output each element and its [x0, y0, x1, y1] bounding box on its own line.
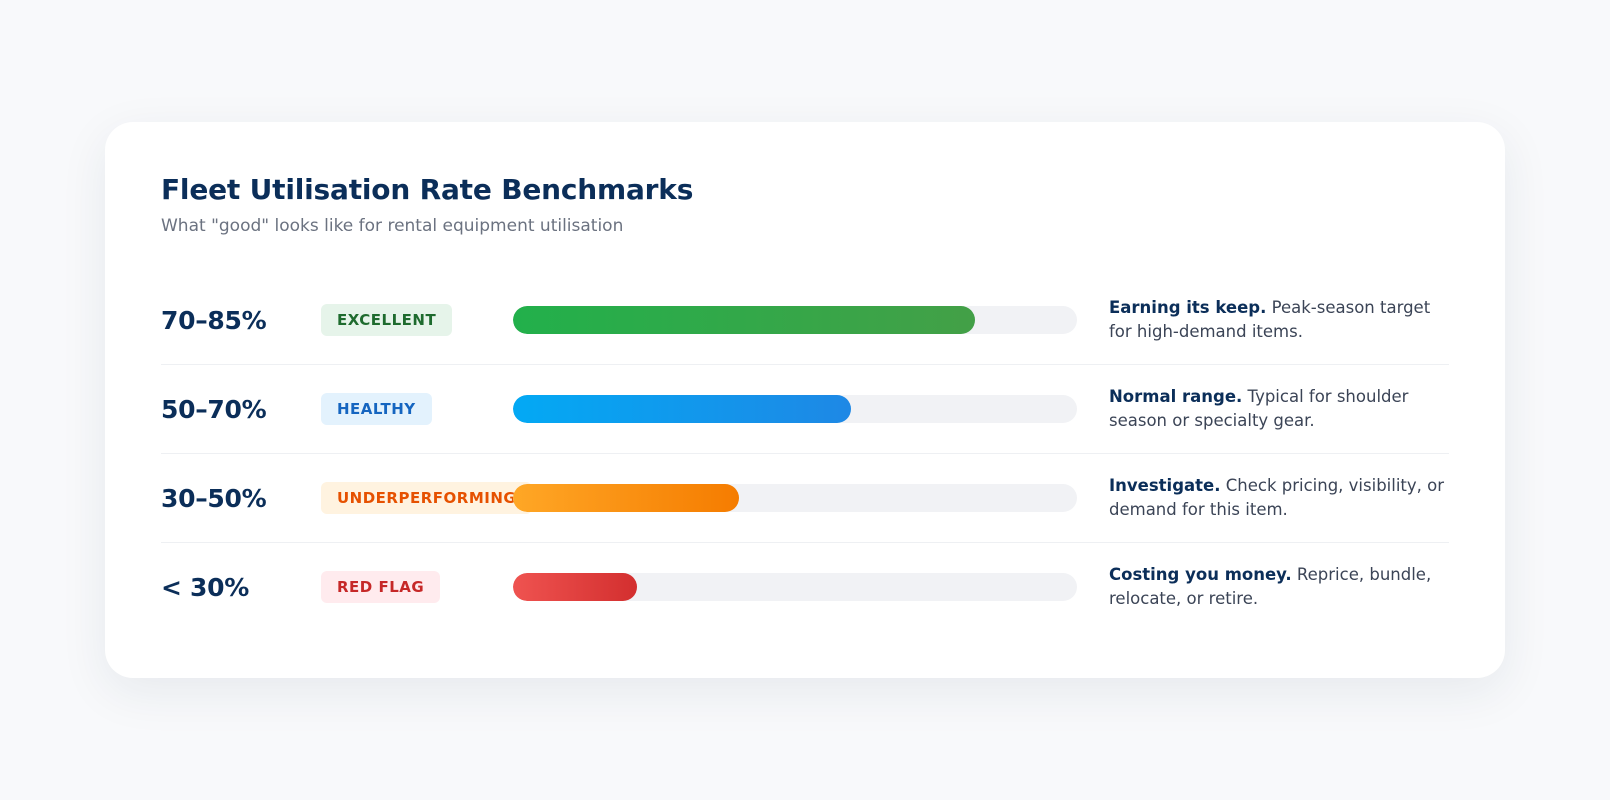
range-label: 30–50% — [161, 483, 267, 513]
description-text: Typical for shoulder season or specialty… — [1109, 387, 1409, 430]
bar-track — [513, 484, 1077, 512]
description-lead: Costing you money. — [1109, 565, 1292, 584]
status-badge: UNDERPERFORMING — [321, 482, 533, 514]
status-badge: EXCELLENT — [321, 304, 453, 336]
description-text: Reprice, bundle, relocate, or retire. — [1109, 565, 1432, 608]
description-lead: Earning its keep. — [1109, 298, 1267, 317]
bar-fill-underperforming — [513, 484, 739, 512]
chart-subtitle: What "good" looks like for rental equipm… — [161, 216, 624, 236]
benchmark-row: < 30% RED FLAG Costing you money. Repric… — [161, 543, 1449, 631]
benchmark-row: 50–70% HEALTHY Normal range. Typical for… — [161, 365, 1449, 454]
bar-track — [513, 306, 1077, 334]
status-badge: RED FLAG — [321, 571, 441, 603]
description-text: Peak-season target for high-demand items… — [1109, 298, 1431, 341]
bar-track — [513, 395, 1077, 423]
bar-fill-healthy — [513, 395, 852, 423]
benchmark-card: Fleet Utilisation Rate Benchmarks What "… — [105, 122, 1505, 678]
description-lead: Normal range. — [1109, 387, 1243, 406]
row-description: Normal range. Typical for shoulder seaso… — [1109, 385, 1449, 433]
status-badge: HEALTHY — [321, 393, 432, 425]
chart-title: Fleet Utilisation Rate Benchmarks — [161, 173, 694, 206]
row-description: Earning its keep. Peak-season target for… — [1109, 296, 1449, 344]
row-description: Investigate. Check pricing, visibility, … — [1109, 474, 1449, 522]
range-label: 70–85% — [161, 305, 267, 335]
bar-fill-excellent — [513, 306, 976, 334]
bar-track — [513, 573, 1077, 601]
benchmark-row: 70–85% EXCELLENT Earning its keep. Peak-… — [161, 276, 1449, 365]
description-lead: Investigate. — [1109, 476, 1221, 495]
range-label: 50–70% — [161, 394, 267, 424]
benchmark-rows: 70–85% EXCELLENT Earning its keep. Peak-… — [161, 276, 1449, 631]
row-description: Costing you money. Reprice, bundle, relo… — [1109, 563, 1449, 611]
range-label: < 30% — [161, 572, 249, 602]
description-text: Check pricing, visibility, or demand for… — [1109, 476, 1445, 519]
benchmark-row: 30–50% UNDERPERFORMING Investigate. Chec… — [161, 454, 1449, 543]
bar-fill-red-flag — [513, 573, 638, 601]
